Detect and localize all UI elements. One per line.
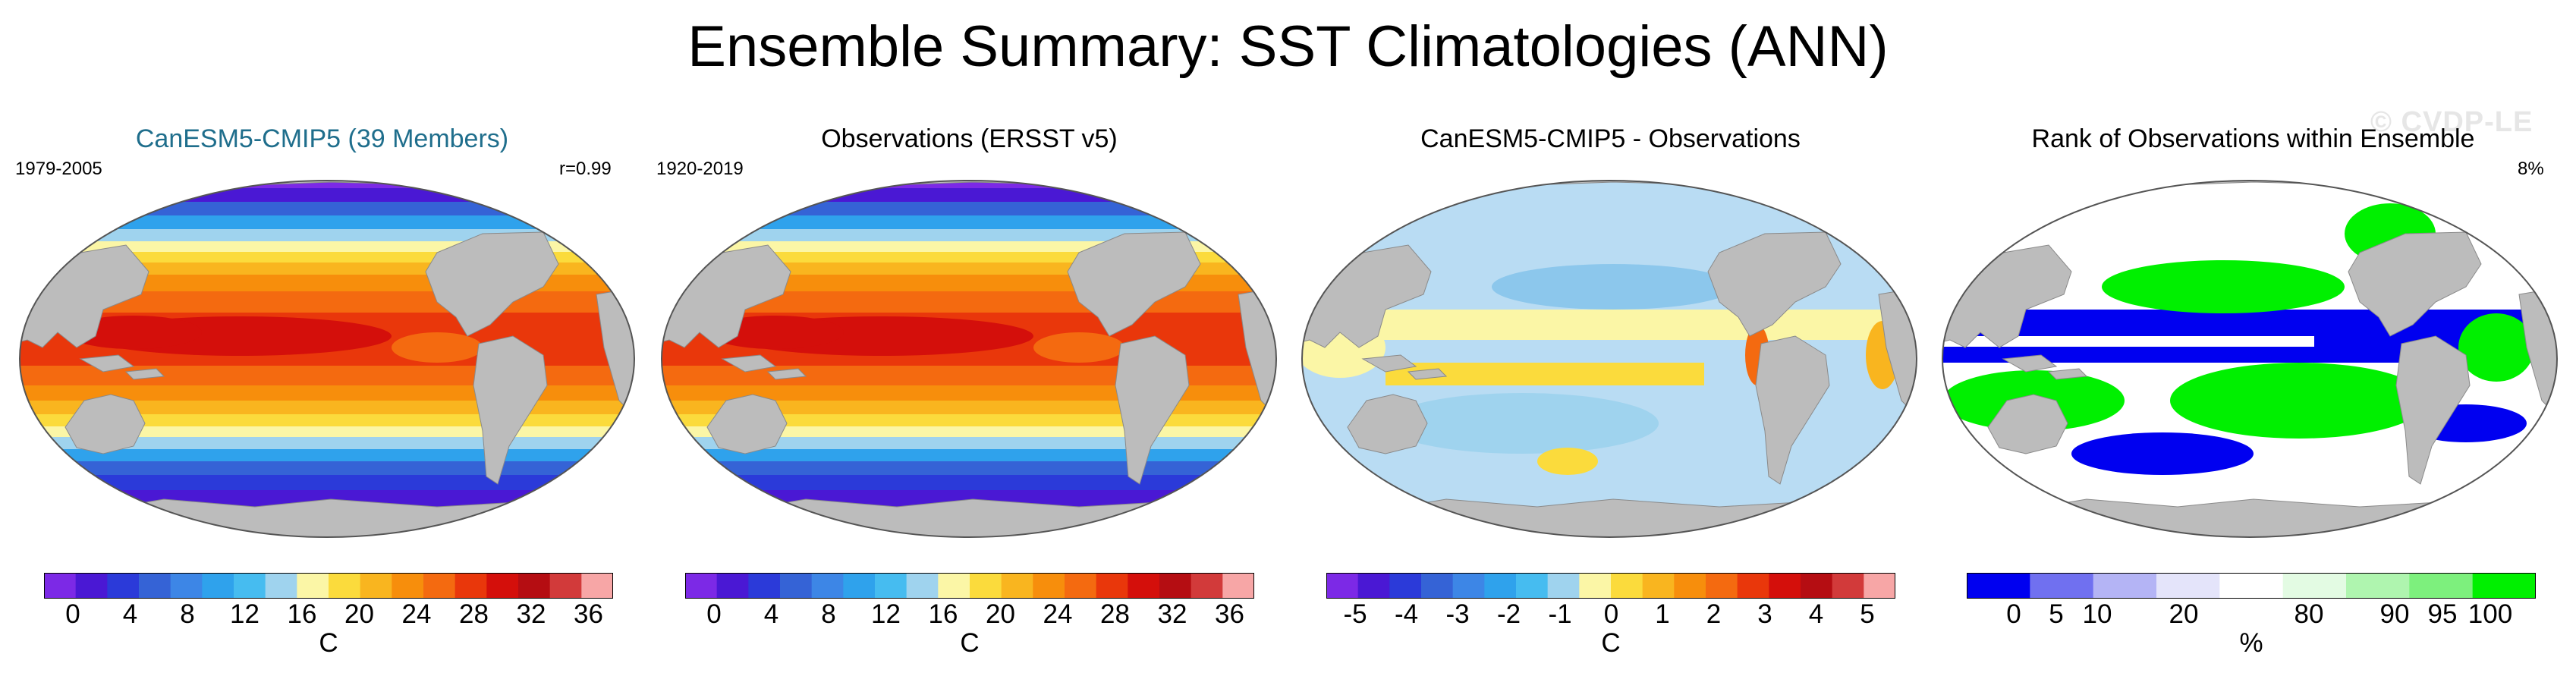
panel-2-colorbar-tick: 0 xyxy=(706,599,722,629)
panel-4-colorbar-tick: 95 xyxy=(2427,599,2458,629)
panel-3-colorbar-tick: -4 xyxy=(1394,599,1419,629)
watermark-text: © CVDP-LE xyxy=(2370,106,2534,138)
panel-1-colorbar-tick: 0 xyxy=(65,599,80,629)
panel-1-colorbar-tick: 12 xyxy=(230,599,259,629)
panel-4-colorbar-tick: 5 xyxy=(2049,599,2064,629)
panel-4-colorbar-unit: % xyxy=(2239,628,2263,658)
panel-4-map xyxy=(1942,180,2558,538)
panel-3-colorbar-tick: 4 xyxy=(1808,599,1824,629)
panel-3-title: CanESM5-CMIP5 - Observations xyxy=(1420,124,1801,153)
panel-2-title: Observations (ERSST v5) xyxy=(821,124,1118,153)
panel-1-colorbar-tick: 24 xyxy=(401,599,432,629)
panel-2-colorbar-tick: 36 xyxy=(1215,599,1244,629)
panel-4-colorbar-tick: 90 xyxy=(2379,599,2410,629)
panel-4-rank-percent: 8% xyxy=(2518,159,2544,179)
panel-4-colorbar-tick: 80 xyxy=(2294,599,2324,629)
panel-3-colorbar-tick: 2 xyxy=(1706,599,1722,629)
panel-3-colorbar-tick: -3 xyxy=(1445,599,1470,629)
figure-title: Ensemble Summary: SST Climatologies (ANN… xyxy=(687,14,1889,79)
panel-4-colorbar-tick: 10 xyxy=(2082,599,2112,629)
panel-3-colorbar-tick: 3 xyxy=(1757,599,1772,629)
panel-2-colorbar-tick: 16 xyxy=(928,599,958,629)
panel-3-colorbar-tick: 1 xyxy=(1655,599,1670,629)
panel-3-map xyxy=(1301,180,1917,538)
panel-1-title: CanESM5-CMIP5 (39 Members) xyxy=(135,124,509,153)
panel-1-map xyxy=(19,180,635,538)
panel-3-colorbar-tick: 0 xyxy=(1603,599,1619,629)
panel-3-colorbar-tick: 5 xyxy=(1860,599,1875,629)
panel-3-colorbar xyxy=(1326,573,1895,599)
panel-2-colorbar-tick: 28 xyxy=(1100,599,1130,629)
panel-1-colorbar-tick: 36 xyxy=(574,599,603,629)
panel-1-correlation: r=0.99 xyxy=(559,159,612,179)
panel-1-colorbar-tick: 20 xyxy=(344,599,374,629)
panel-4-colorbar-tick: 0 xyxy=(2006,599,2021,629)
panel-3-colorbar-tick: -1 xyxy=(1548,599,1572,629)
panel-1-colorbar-tick: 8 xyxy=(180,599,195,629)
panel-2-colorbar-tick: 12 xyxy=(871,599,901,629)
panel-2-colorbar-tick: 20 xyxy=(986,599,1015,629)
panel-1-colorbar-unit: C xyxy=(319,628,338,658)
panel-1-colorbar-tick: 16 xyxy=(287,599,317,629)
panel-2-colorbar-unit: C xyxy=(960,628,980,658)
panel-2-colorbar-tick: 32 xyxy=(1157,599,1187,629)
panel-2-colorbar-tick: 4 xyxy=(763,599,779,629)
panel-2-colorbar-tick: 24 xyxy=(1043,599,1073,629)
panel-4-colorbar-tick: 100 xyxy=(2467,599,2513,629)
panel-4-title: Rank of Observations within Ensemble xyxy=(2031,124,2475,153)
panel-3-colorbar-tick: -2 xyxy=(1496,599,1521,629)
panel-4-colorbar-tick: 20 xyxy=(2169,599,2199,629)
panel-2-colorbar-tick: 8 xyxy=(821,599,836,629)
panel-1-colorbar-tick: 28 xyxy=(459,599,489,629)
panel-3-colorbar-unit: C xyxy=(1601,628,1621,658)
panel-2-colorbar xyxy=(685,573,1254,599)
panel-1-period: 1979-2005 xyxy=(15,159,102,179)
panel-1-colorbar-tick: 32 xyxy=(516,599,546,629)
panel-3-colorbar-tick: -5 xyxy=(1343,599,1367,629)
panel-1-colorbar xyxy=(44,573,613,599)
panel-2-period: 1920-2019 xyxy=(656,159,744,179)
panel-1-colorbar-tick: 4 xyxy=(122,599,138,629)
panel-2-map xyxy=(661,180,1277,538)
panel-4-colorbar xyxy=(1967,573,2536,599)
